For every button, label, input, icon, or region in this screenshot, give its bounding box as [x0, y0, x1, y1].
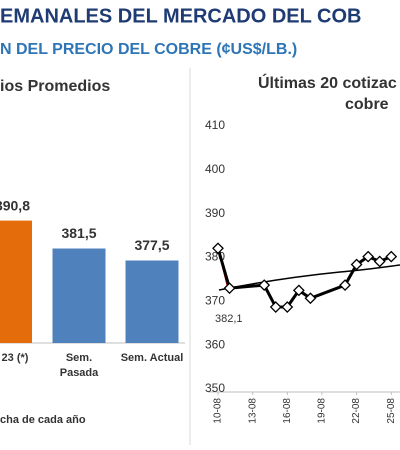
y-tick-label: 360: [205, 337, 225, 351]
x-tick-label: 10-08: [213, 398, 224, 424]
y-tick-label: 410: [205, 118, 225, 132]
x-tick-label: Sem. Pasada: [59, 352, 99, 379]
marker: [385, 250, 398, 263]
bar: [52, 248, 106, 343]
y-tick-label: 390: [205, 206, 225, 220]
y-tick-label: 370: [205, 294, 225, 308]
x-tick-label: 16-08: [282, 398, 293, 424]
annotation: 382,1: [215, 313, 243, 325]
marker: [373, 255, 386, 268]
x-tick-label: Sem. Actual: [120, 352, 184, 364]
value-label: 377,5: [134, 237, 169, 253]
line-chart-title: cobre: [345, 96, 389, 113]
line-chart-title: Últimas 20 cotizac: [258, 73, 397, 92]
bar: [0, 220, 32, 343]
marker: [223, 282, 236, 295]
value-label: 390,8: [0, 197, 30, 213]
value-label: 381,5: [61, 225, 96, 241]
y-tick-label: 350: [205, 381, 225, 395]
trend-line: [218, 264, 400, 291]
x-tick-label: 13-08: [247, 398, 258, 424]
bar: [125, 260, 179, 343]
marker: [258, 279, 271, 292]
marker: [304, 292, 317, 305]
page-subtitle: N DEL PRECIO DEL COBRE (¢US$/LB.): [0, 41, 297, 58]
x-tick-label: 22-08: [351, 398, 362, 424]
footnote: cha de cada año: [0, 414, 86, 426]
marker: [339, 279, 351, 292]
marker: [212, 242, 224, 255]
x-tick-label: 23 (*): [1, 352, 29, 364]
page-title: EMANALES DEL MERCADO DEL COB: [0, 5, 362, 27]
marker: [281, 301, 294, 313]
marker: [362, 250, 375, 263]
y-tick-label: 400: [205, 162, 225, 176]
x-tick-label: 25-08: [386, 398, 397, 424]
marker: [269, 301, 282, 313]
x-tick-label: 19-08: [317, 398, 328, 424]
bar-chart-title: ios Promedios: [0, 78, 110, 95]
marker: [350, 258, 363, 271]
marker: [292, 284, 305, 297]
